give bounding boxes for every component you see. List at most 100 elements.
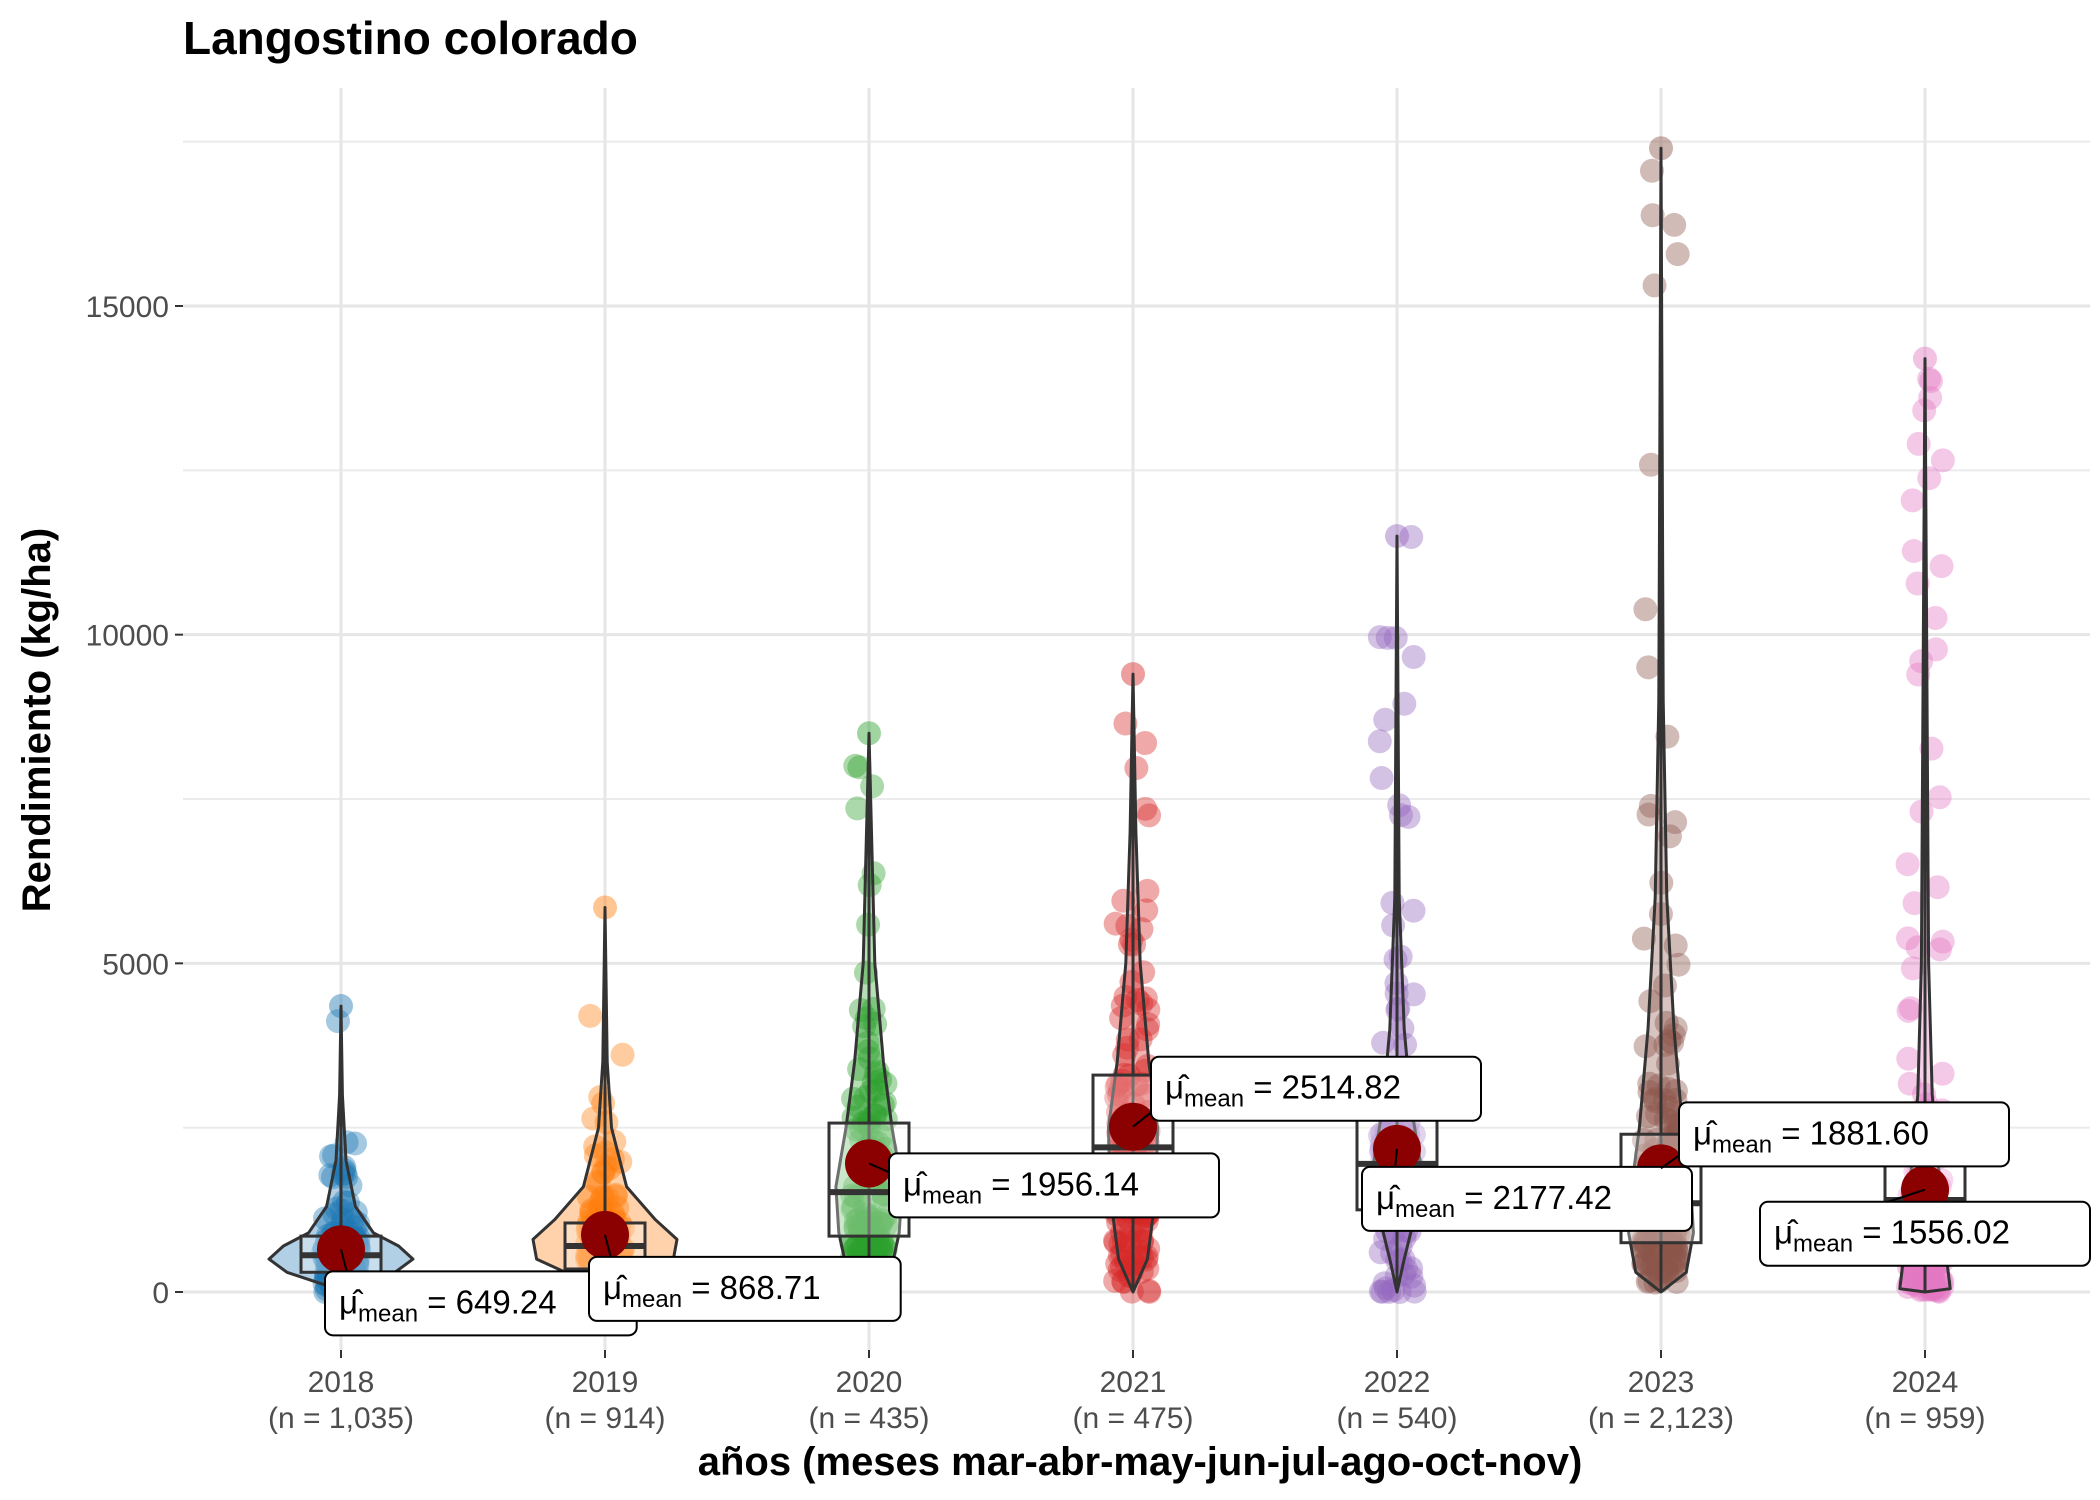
mean-labels: μ̂mean = 649.24 μ̂mean = 868.71 μ̂mean = 1… — [324, 1055, 2091, 1337]
data-point — [1639, 158, 1664, 183]
x-tick-n-label: (n = 959) — [1865, 1402, 1986, 1435]
data-point — [1631, 926, 1656, 951]
label-box — [1678, 1101, 2010, 1168]
data-point — [1137, 803, 1162, 828]
data-point — [603, 1182, 628, 1207]
data-point — [1399, 524, 1424, 549]
data-point — [1930, 448, 1955, 473]
x-axis-title: años (meses mar-abr-may-jun-jul-ago-oct-… — [698, 1440, 1583, 1484]
data-point — [843, 1235, 868, 1260]
data-point — [1899, 1268, 1924, 1293]
data-point — [1652, 1259, 1677, 1284]
data-point — [1908, 1263, 1933, 1288]
data-point — [1638, 452, 1663, 477]
data-point — [1137, 1279, 1162, 1304]
data-point — [1646, 1073, 1671, 1098]
data-point — [854, 1006, 879, 1031]
data-point — [1653, 1032, 1678, 1057]
data-point — [841, 1086, 866, 1111]
label-box — [888, 1152, 1220, 1219]
data-point — [859, 1204, 884, 1229]
data-point — [1650, 1243, 1675, 1268]
data-point — [1367, 729, 1392, 754]
data-point — [590, 1185, 615, 1210]
data-point — [1129, 991, 1154, 1016]
data-point — [842, 1237, 867, 1262]
data-point — [1641, 1249, 1666, 1274]
data-point — [841, 1194, 866, 1219]
data-point — [1930, 1061, 1955, 1086]
data-point — [870, 1232, 895, 1257]
data-point — [325, 1009, 350, 1034]
data-point — [846, 1233, 871, 1258]
mean-label-2023: μ̂mean = 1881.60 — [1660, 1101, 2010, 1170]
data-point — [1922, 1276, 1947, 1301]
y-tick-label: 5000 — [102, 948, 169, 981]
data-point — [1387, 1279, 1412, 1304]
data-point — [847, 1215, 872, 1240]
data-point — [853, 1228, 878, 1253]
data-point — [1131, 960, 1156, 985]
data-point — [1910, 1277, 1935, 1302]
data-point — [1636, 1251, 1661, 1276]
x-tick-label: 2020 — [836, 1366, 903, 1399]
data-point — [1919, 368, 1944, 393]
data-point — [1373, 1276, 1398, 1301]
data-point — [1136, 1012, 1161, 1037]
data-point — [1634, 1248, 1659, 1273]
data-point — [854, 1202, 879, 1227]
data-point — [858, 1079, 883, 1104]
data-point — [1388, 803, 1413, 828]
data-point — [845, 796, 870, 821]
data-point — [1905, 1270, 1930, 1295]
label-box — [588, 1255, 902, 1322]
data-point — [848, 1237, 873, 1262]
data-point — [343, 1131, 368, 1156]
y-tick-label: 15000 — [86, 291, 169, 324]
data-point — [1921, 1277, 1946, 1302]
data-point — [843, 1209, 868, 1234]
data-point — [595, 1186, 620, 1211]
x-tick-n-label: (n = 1,035) — [268, 1402, 414, 1435]
data-point — [1113, 984, 1138, 1009]
data-point — [578, 1003, 603, 1028]
data-point — [1930, 929, 1955, 954]
data-point — [1645, 1101, 1670, 1126]
data-point — [1104, 1074, 1129, 1099]
mean-label-2018: μ̂mean = 649.24 — [324, 1249, 638, 1337]
data-point — [1639, 1227, 1664, 1252]
data-point — [1133, 986, 1158, 1011]
data-point — [576, 1184, 601, 1209]
data-point — [1103, 1268, 1128, 1293]
data-point — [1401, 898, 1426, 923]
data-point — [1129, 1071, 1154, 1096]
data-point — [1399, 1264, 1424, 1289]
data-point — [1905, 1263, 1930, 1288]
x-tick-label: 2019 — [572, 1366, 639, 1399]
data-point — [1927, 1279, 1952, 1304]
data-point — [1896, 1046, 1921, 1071]
data-point — [1664, 1234, 1689, 1259]
data-point — [1917, 1260, 1942, 1285]
data-point — [1119, 1218, 1144, 1243]
data-point — [1372, 1271, 1397, 1296]
mean-label-text: μ̂mean = 868.71 — [603, 1269, 821, 1313]
data-point — [1636, 802, 1661, 827]
data-point — [1915, 1277, 1940, 1302]
data-point — [1658, 1108, 1683, 1133]
label-box — [1759, 1200, 2091, 1267]
data-point — [1664, 1245, 1689, 1270]
data-point — [1369, 766, 1394, 791]
data-point — [1368, 1279, 1393, 1304]
data-point — [1915, 1271, 1940, 1296]
data-point — [1373, 707, 1398, 732]
data-point — [843, 753, 868, 778]
data-point — [853, 960, 878, 985]
chart-title: Langostino colorado — [183, 12, 638, 64]
data-point — [1664, 1238, 1689, 1263]
data-point — [1900, 1265, 1925, 1290]
data-point — [1901, 539, 1926, 564]
data-point — [1117, 932, 1142, 957]
data-point — [873, 1237, 898, 1262]
